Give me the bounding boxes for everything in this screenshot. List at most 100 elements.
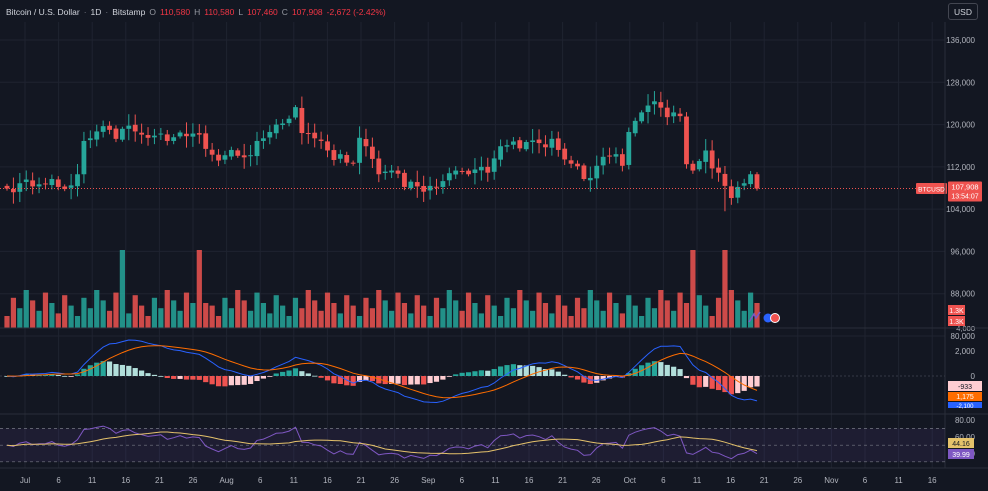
macd-histogram-bar xyxy=(459,372,465,376)
volume-bar xyxy=(68,305,74,328)
candle-body xyxy=(440,181,446,187)
candle xyxy=(273,118,279,139)
candle xyxy=(4,183,10,191)
candle-body xyxy=(75,174,80,187)
volume-bar xyxy=(651,308,658,328)
signal-value-label: 1,175 xyxy=(956,394,974,401)
candle-body xyxy=(49,179,55,186)
price-tick-label: 136,000 xyxy=(946,36,975,45)
open-label: O xyxy=(149,7,156,17)
volume-bar xyxy=(299,308,305,328)
candle xyxy=(414,170,420,198)
candle xyxy=(382,164,388,180)
candle xyxy=(17,172,23,203)
change-value: -2,672 (-2.42%) xyxy=(326,7,386,17)
macd-histogram-bar xyxy=(465,372,472,376)
macd-histogram-bar xyxy=(55,375,61,376)
volume-bar xyxy=(94,290,100,328)
macd-histogram-bar xyxy=(235,376,241,386)
open-value: 110,580 xyxy=(159,7,191,17)
macd-histogram-bar xyxy=(651,361,658,376)
volume-bar xyxy=(594,300,600,328)
macd-histogram-bar xyxy=(568,376,574,378)
interval-label[interactable]: 1D xyxy=(90,7,102,17)
macd-line-tag-bg xyxy=(948,402,982,408)
macd-histogram-bar xyxy=(722,376,728,393)
candle-body xyxy=(81,140,87,175)
symbol-name[interactable]: Bitcoin / U.S. Dollar xyxy=(6,7,80,17)
candle xyxy=(632,117,638,137)
macd-histogram-bar xyxy=(42,374,49,376)
macd-tick-label: 2,000 xyxy=(955,347,976,356)
volume-bar xyxy=(177,310,183,328)
candle xyxy=(113,125,119,143)
candle-body xyxy=(690,163,696,171)
macd-histogram-bar xyxy=(600,376,606,381)
volume-bar xyxy=(30,300,36,328)
time-tick-label: 26 xyxy=(189,476,198,485)
candle xyxy=(684,112,689,169)
rsi-tag-bg xyxy=(948,449,974,459)
macd-histogram-bar xyxy=(215,376,222,387)
volume-bar xyxy=(626,295,632,328)
candle xyxy=(49,174,55,190)
candle-body xyxy=(261,138,266,141)
time-tick-label: 11 xyxy=(894,476,903,485)
candle-body xyxy=(171,137,177,141)
currency-button[interactable]: USD xyxy=(948,3,978,20)
candle xyxy=(152,128,157,145)
candle xyxy=(305,122,311,144)
price-tick-label: 128,000 xyxy=(946,78,975,87)
candle-body xyxy=(337,154,343,159)
time-tick-label: 21 xyxy=(155,476,164,485)
candle-body xyxy=(754,174,760,189)
candle xyxy=(594,155,600,189)
macd-histogram-bar xyxy=(87,365,93,376)
macd-histogram-bar xyxy=(49,374,55,376)
volume-bar xyxy=(344,295,350,328)
volume-bar xyxy=(568,316,574,328)
candle-body xyxy=(139,132,145,135)
macd-value-label: -933 xyxy=(958,384,972,391)
volume-bar xyxy=(632,305,638,328)
candle-body xyxy=(716,167,721,173)
candle xyxy=(517,136,523,152)
volume-bar xyxy=(395,292,401,328)
macd-histogram-bar xyxy=(594,376,600,383)
volume-bar xyxy=(222,297,228,328)
candle-body xyxy=(735,186,741,198)
volume-bar xyxy=(190,303,196,328)
candle-body xyxy=(575,163,580,167)
volume-bar xyxy=(106,310,113,328)
macd-histogram-bar xyxy=(132,368,138,376)
signal-value-tag-bg xyxy=(948,392,982,401)
volume-bar xyxy=(690,250,696,328)
candle xyxy=(408,179,414,191)
volume-bar xyxy=(164,290,170,328)
candle xyxy=(453,166,459,179)
volume-tag-bg xyxy=(948,316,965,326)
rsi-band xyxy=(0,428,945,462)
macd-line-value-label: -2,100 xyxy=(956,404,974,410)
price-tick-label: 96,000 xyxy=(951,247,976,256)
candle-body xyxy=(152,135,157,138)
candle xyxy=(145,127,151,146)
candle-body xyxy=(607,155,612,157)
candle-body xyxy=(453,170,459,175)
candle xyxy=(107,121,112,135)
time-tick-label: 16 xyxy=(525,476,534,485)
macd-histogram-bar xyxy=(337,376,343,384)
time-tick-label: 26 xyxy=(592,476,601,485)
candle xyxy=(30,172,36,195)
volume-bar xyxy=(683,303,690,328)
macd-histogram-bar xyxy=(754,376,760,387)
time-tick-label: 16 xyxy=(928,476,937,485)
macd-histogram-bar xyxy=(183,376,190,380)
candle xyxy=(613,147,619,164)
candle xyxy=(286,115,292,127)
volume-bar xyxy=(497,316,504,328)
macd-histogram-bar xyxy=(414,376,420,385)
time-tick-label: 26 xyxy=(793,476,802,485)
rsi-tick-label: 80.00 xyxy=(955,416,976,425)
